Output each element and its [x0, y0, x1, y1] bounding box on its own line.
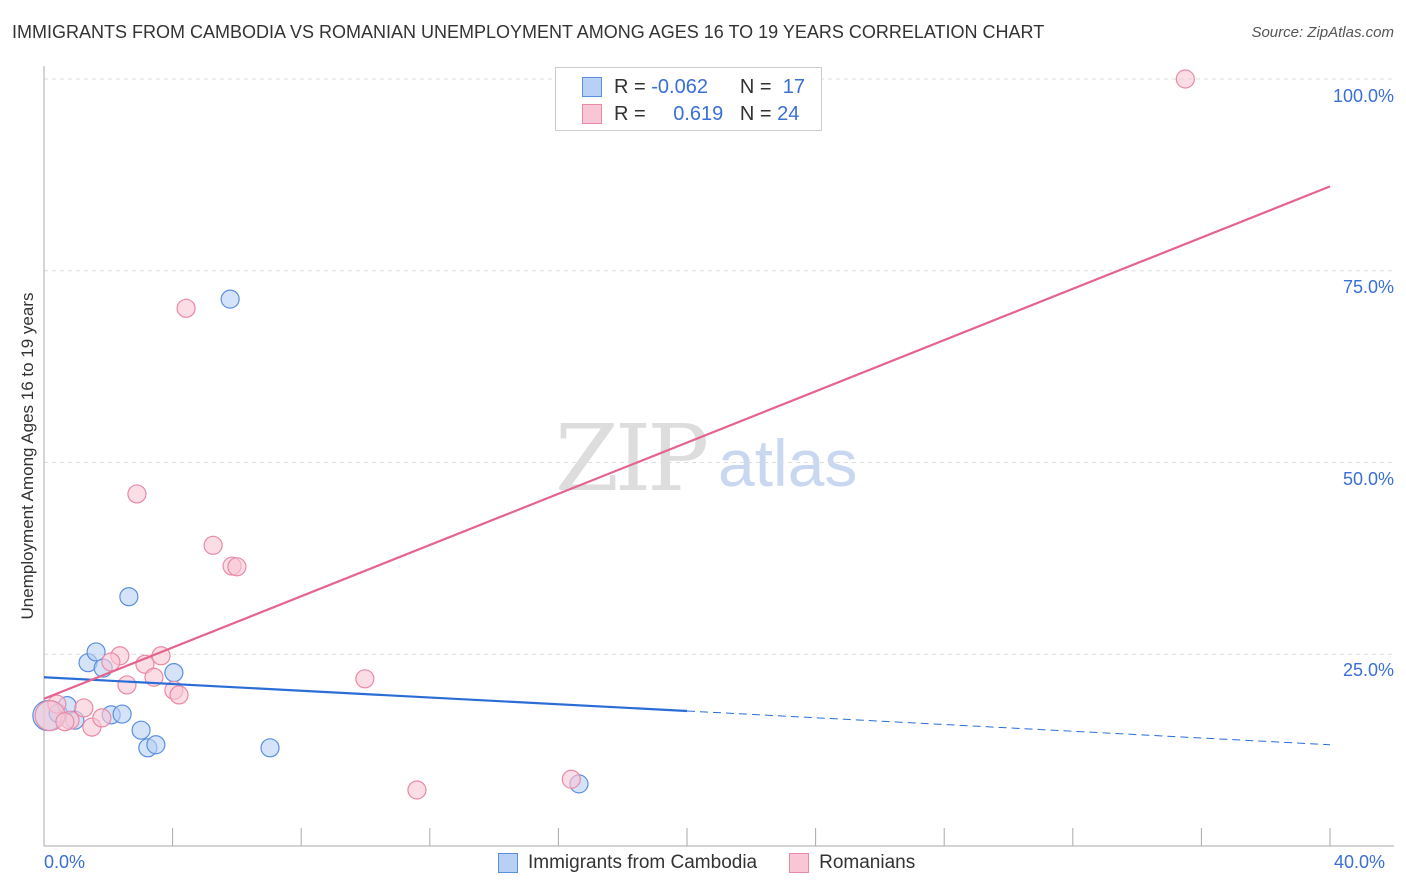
romanians-point — [227, 557, 247, 577]
romanians-point — [561, 769, 581, 789]
n-label: N = — [739, 102, 772, 125]
cambodia-point — [131, 720, 151, 740]
cambodia-n: 17 — [782, 75, 805, 98]
y-axis-label: Unemployment Among Ages 16 to 19 years — [18, 292, 37, 620]
cambodia-point — [112, 704, 132, 724]
cambodia-point — [146, 735, 166, 755]
series-legend: Immigrants from Cambodia Romanians — [498, 852, 915, 874]
romanians-point — [92, 708, 112, 728]
romanians-legend-swatch — [789, 853, 810, 873]
watermark: ZIP — [555, 405, 709, 512]
y-tick-25: 25.0% — [1342, 660, 1394, 680]
cambodia-r: -0.062 — [651, 75, 708, 98]
romanians-point — [55, 712, 75, 732]
cambodia-legend-label: Immigrants from Cambodia — [528, 852, 758, 873]
cambodia-swatch — [582, 77, 602, 97]
r-label: R = — [614, 75, 646, 98]
y-tick-50: 50.0% — [1342, 469, 1394, 489]
y-tick-75: 75.0% — [1342, 277, 1394, 297]
romanians-point — [74, 698, 94, 718]
y-tick-100: 100.0% — [1332, 86, 1394, 106]
romanians-point — [407, 780, 427, 800]
cambodia-point — [119, 587, 139, 607]
romanians-swatch — [582, 104, 602, 124]
romanians-point — [127, 484, 147, 504]
cambodia-point — [164, 663, 184, 683]
romanians-point — [1175, 69, 1195, 89]
romanians-point — [203, 535, 223, 555]
romanians-trend-line — [43, 185, 1331, 700]
cambodia-point — [86, 642, 106, 662]
romanians-point — [176, 298, 196, 318]
romanians-legend-label: Romanians — [819, 852, 916, 873]
r-label: R = — [614, 102, 646, 125]
chart-title: IMMIGRANTS FROM CAMBODIA VS ROMANIAN UNE… — [12, 22, 1045, 42]
romanians-r: 0.619 — [673, 102, 724, 125]
romanians-point — [101, 652, 121, 672]
cambodia-trend-line — [43, 676, 688, 713]
romanians-point — [169, 685, 189, 705]
x-tick-max: 40.0% — [1334, 852, 1386, 872]
x-tick-min: 0.0% — [44, 852, 86, 872]
cambodia-trend-extension — [686, 710, 1331, 746]
cambodia-point — [260, 738, 280, 758]
cambodia-legend-swatch — [498, 853, 518, 873]
romanians-point — [117, 675, 137, 695]
cambodia-point — [220, 289, 240, 309]
stats-legend: R = -0.062 N = 17 R = 0.619 N = 24 — [555, 67, 822, 131]
source-label: Source: ZipAtlas.com — [1251, 24, 1394, 41]
n-label: N = — [739, 75, 772, 98]
romanians-point — [355, 669, 375, 689]
romanians-n: 24 — [777, 102, 800, 125]
